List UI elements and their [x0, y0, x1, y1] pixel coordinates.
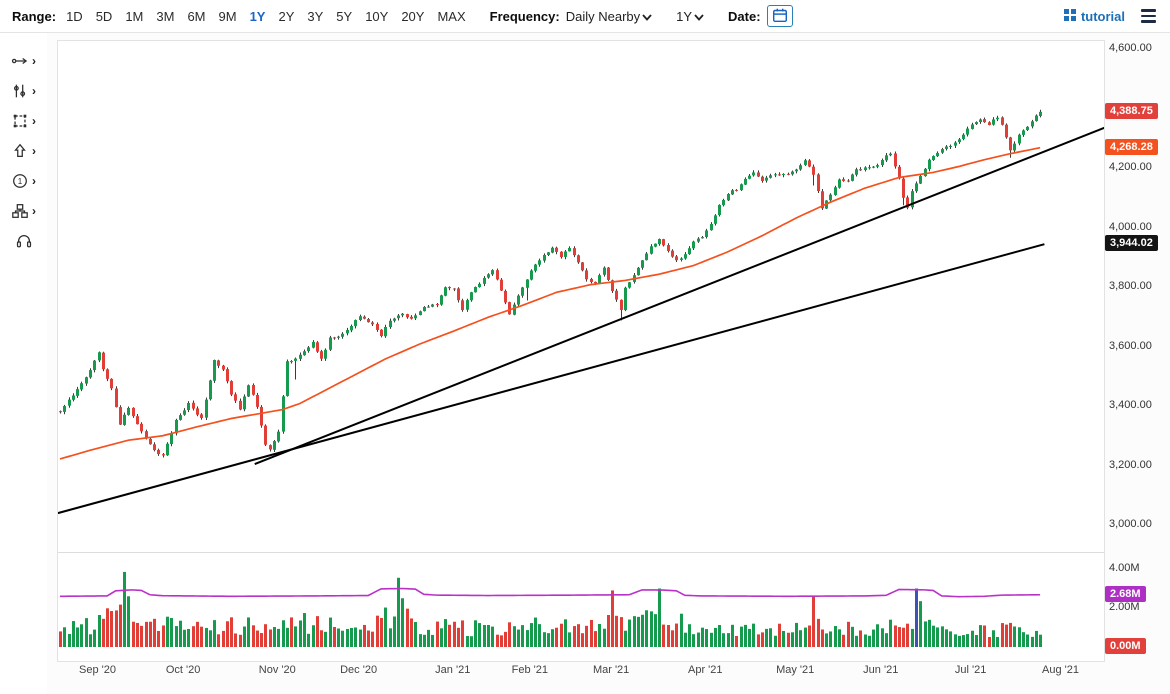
brand-link[interactable]: tutorial [1063, 8, 1125, 24]
flowchart-icon [12, 204, 28, 218]
headphones-icon [16, 235, 31, 248]
frequency-label: Frequency: [489, 8, 560, 24]
month-label: Dec '20 [340, 664, 378, 676]
shape-icon [13, 114, 27, 128]
grid-icon [1063, 8, 1076, 24]
price-tick: 4,000.00 [1109, 220, 1152, 233]
month-label: Nov '20 [258, 664, 296, 676]
range-option-1y[interactable]: 1Y [249, 8, 266, 24]
month-label: Oct '20 [165, 664, 201, 676]
sliders-icon [13, 84, 26, 98]
expand-chevron: › [32, 174, 36, 188]
volume-zero-badge: 0.00M [1105, 638, 1146, 654]
top-toolbar: Range: 1D 5D 1M 3M 6M 9M 1Y 2Y 3Y 5Y 10Y 20Y MAX Fre… [0, 0, 1170, 33]
month-label: Sep '20 [79, 664, 116, 676]
range-option-3m[interactable]: 3M [156, 8, 175, 24]
drawing-tools-sidebar: › › › › 1 › › [0, 33, 47, 694]
annotation-tool[interactable]: 1 › [3, 170, 45, 192]
range-option-2y[interactable]: 2Y [278, 8, 295, 24]
trendline-tool[interactable]: › [3, 50, 45, 72]
arrow-icon [14, 143, 26, 158]
menu-icon[interactable] [1139, 7, 1158, 25]
price-axis[interactable]: 4,600.00 4,200.00 4,000.00 3,800.00 3,600.00… [1104, 40, 1170, 662]
range-option-20y[interactable]: 20Y [401, 8, 425, 24]
range-option-5y[interactable]: 5Y [336, 8, 353, 24]
price-tick: 4,200.00 [1109, 161, 1152, 173]
range-option-1d[interactable]: 1D [66, 8, 83, 24]
shape-tool[interactable]: › [3, 110, 45, 132]
price-tick: 3,600.00 [1109, 339, 1152, 352]
range-option-6m[interactable]: 6M [187, 8, 206, 24]
open-interest-badge: 2.68M [1105, 585, 1146, 602]
panel-divider[interactable] [58, 552, 1104, 553]
expand-chevron: › [32, 144, 36, 158]
trendline-value-badge: 3,944.02 [1105, 235, 1158, 252]
time-axis[interactable]: Sep '20 Oct '20 Nov '20 Dec '20 Jan '21 Feb '… [57, 664, 1117, 680]
indicators-tool[interactable]: › [3, 80, 45, 102]
chevron-down-icon [642, 9, 652, 24]
range-option-3y[interactable]: 3Y [307, 8, 324, 24]
month-label: Aug '21 [1042, 664, 1079, 676]
month-label: Mar '21 [592, 664, 630, 676]
chevron-down-icon [694, 9, 704, 24]
expand-chevron: › [32, 84, 36, 98]
range-option-10y[interactable]: 10Y [365, 8, 389, 24]
range-option-5d[interactable]: 5D [95, 8, 113, 24]
svg-text:1: 1 [18, 177, 23, 186]
volume-tick: 4.00M [1109, 562, 1140, 574]
range-option-max[interactable]: MAX [437, 8, 466, 24]
pattern-tool[interactable]: › [3, 200, 45, 222]
range-options: 1D 5D 1M 3M 6M 9M 1Y 2Y 3Y 5Y 10Y 20Y MAX [66, 9, 466, 24]
price-tick: 3,200.00 [1109, 458, 1152, 471]
month-label: Apr '21 [688, 664, 723, 676]
month-label: Jun '21 [863, 664, 899, 676]
calendar-icon [771, 6, 789, 27]
frequency-dropdown[interactable]: Daily Nearby [566, 9, 652, 24]
period-dropdown[interactable]: 1Y [676, 9, 704, 24]
date-label: Date: [728, 8, 761, 24]
expand-chevron: › [32, 54, 36, 68]
month-label: May '21 [776, 664, 815, 676]
month-label: Feb '21 [511, 664, 548, 676]
month-label: Jan '21 [435, 664, 471, 676]
chart-canvas[interactable] [58, 41, 1104, 661]
range-label: Range: [12, 8, 57, 24]
price-tick: 4,600.00 [1109, 42, 1152, 54]
chart-plot [57, 40, 1105, 662]
date-picker-button[interactable] [766, 5, 793, 27]
expand-chevron: › [32, 114, 36, 128]
circled-one-icon: 1 [13, 174, 27, 188]
price-tick: 3,800.00 [1109, 280, 1152, 292]
price-tick: 3,400.00 [1109, 399, 1152, 411]
range-option-1m[interactable]: 1M [125, 8, 144, 24]
headset-icon[interactable] [3, 230, 45, 252]
arrow-tool[interactable]: › [3, 140, 45, 162]
price-tick: 3,000.00 [1109, 518, 1152, 530]
range-option-9m[interactable]: 9M [218, 8, 237, 24]
ma-value-badge: 4,268.28 [1105, 138, 1158, 155]
expand-chevron: › [32, 204, 36, 218]
volume-tick: 2.00M [1109, 601, 1140, 613]
month-label: Jul '21 [954, 664, 987, 676]
last-price-badge: 4,388.75 [1105, 102, 1158, 119]
trendline-icon [11, 57, 28, 65]
